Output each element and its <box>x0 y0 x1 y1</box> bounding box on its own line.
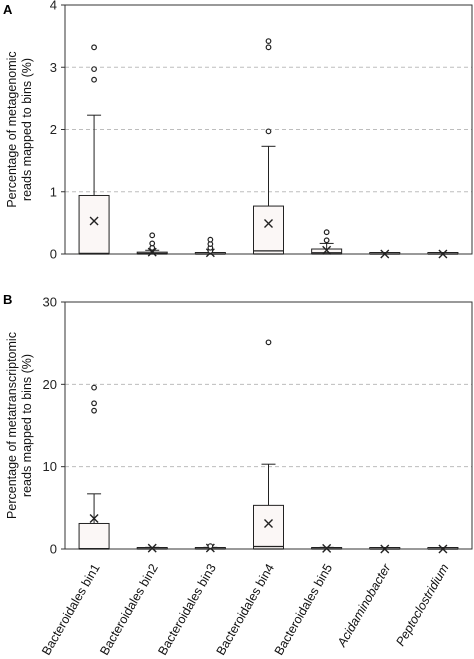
mean-marker <box>322 543 332 553</box>
box-4 <box>253 38 284 255</box>
box-3 <box>194 236 226 258</box>
box-5 <box>311 543 343 553</box>
outlier-point <box>207 236 214 243</box>
outlier-point <box>149 232 156 239</box>
x-category-label: Peptoclostridium <box>393 562 451 649</box>
box-6 <box>369 249 401 259</box>
y-tick-label: 30 <box>43 295 57 310</box>
box-7 <box>427 544 459 554</box>
x-category-label: Acidaminobacter <box>334 561 394 650</box>
x-category-label: Bacteroidales bin3 <box>155 561 219 657</box>
panel-letter: A <box>3 2 13 17</box>
y-axis-label: Percentage of metatranscriptomic <box>5 332 19 519</box>
mean-marker <box>147 247 157 257</box>
y-axis-label: reads mapped to bins (%) <box>20 58 34 201</box>
x-category-label: Bacteroidales bin5 <box>272 561 336 657</box>
x-category-label: Bacteroidales bin2 <box>97 561 161 657</box>
box-6 <box>369 544 401 554</box>
y-tick-label: 2 <box>50 122 57 137</box>
x-category-label: Bacteroidales bin4 <box>214 561 278 657</box>
outlier-point <box>323 237 330 244</box>
y-tick-label: 0 <box>50 247 57 262</box>
box-5 <box>311 229 343 255</box>
box-1 <box>78 44 110 255</box>
mean-marker <box>438 249 448 259</box>
mean-marker <box>89 514 99 524</box>
y-tick-label: 0 <box>50 542 57 557</box>
panel-a: 0 1 2 3 4 A Percentage of metagenomic reads map… <box>3 0 473 262</box>
box-3 <box>194 543 226 553</box>
mean-marker <box>380 249 390 259</box>
box-7 <box>427 249 459 259</box>
outlier-point <box>265 38 272 45</box>
box-body <box>253 205 284 255</box>
outlier-point <box>91 407 97 414</box>
x-category-label: Bacteroidales bin1 <box>39 561 103 657</box>
y-tick-label: 3 <box>50 60 57 75</box>
outlier-point <box>91 66 97 73</box>
outlier-point <box>91 400 97 407</box>
mean-marker <box>322 245 332 255</box>
mean-marker <box>438 544 448 554</box>
y-tick-label: 10 <box>43 459 57 474</box>
y-axis-label: reads mapped to bins (%) <box>20 354 34 497</box>
box-1 <box>78 384 110 550</box>
y-tick-label: 1 <box>50 184 57 199</box>
y-tick-label: 20 <box>43 377 57 392</box>
outlier-point <box>265 44 272 51</box>
y-axis-label: Percentage of metagenomic <box>5 51 19 207</box>
box-2 <box>136 543 168 553</box>
mean-marker <box>89 216 99 226</box>
y-tick-label: 4 <box>50 0 57 13</box>
mean-marker <box>147 543 157 553</box>
outlier-point <box>91 384 97 391</box>
outlier-point <box>91 44 97 51</box>
outlier-point <box>323 229 330 236</box>
mean-marker <box>264 219 273 228</box>
box-body <box>253 504 284 550</box>
box-2 <box>136 232 168 257</box>
panel-b: 0 10 20 30 B Percentage of metatranscriptomic… <box>3 292 473 557</box>
outlier-point <box>149 240 156 247</box>
box-4 <box>253 339 284 550</box>
box-body <box>78 194 110 255</box>
outlier-point <box>265 128 272 135</box>
box-body <box>78 522 110 550</box>
outlier-point <box>91 76 97 83</box>
mean-marker <box>264 518 273 528</box>
outlier-point <box>265 339 272 346</box>
panel-letter: B <box>3 292 12 307</box>
mean-marker <box>380 544 390 554</box>
outlier-point <box>207 543 214 550</box>
